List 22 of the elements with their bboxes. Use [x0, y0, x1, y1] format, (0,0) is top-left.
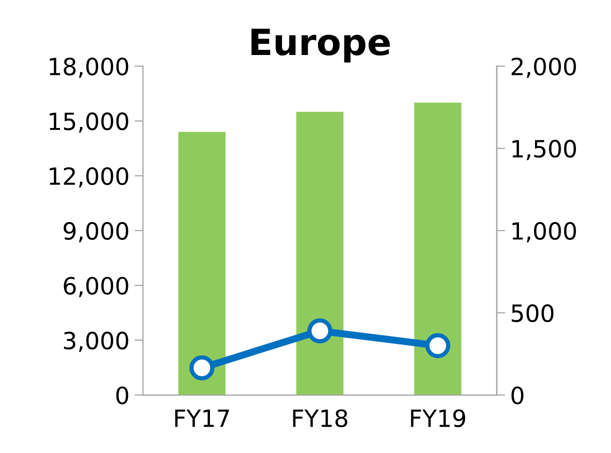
y-tick-label: 0	[116, 386, 128, 404]
y-tick-label: 3,000	[64, 332, 128, 352]
bar	[296, 112, 344, 396]
point	[425, 333, 450, 358]
y2-tick-label: 2,000	[512, 58, 576, 78]
bar	[414, 102, 462, 396]
y-tick-label: 12,000	[50, 167, 128, 188]
y2-tick-label: 1,500	[512, 140, 576, 160]
y-tick-label: 9,000	[64, 222, 128, 242]
x-tick-label: FY18	[293, 409, 348, 428]
chart-title: Europe	[252, 28, 390, 63]
y-tick-label: 15,000	[50, 112, 128, 133]
y-tick-label: 18,000	[50, 58, 128, 78]
x-tick-label: FY19	[411, 409, 466, 428]
bar	[178, 132, 226, 396]
point	[189, 355, 214, 380]
y-tick-label: 6,000	[64, 276, 128, 298]
y2-tick-label: 500	[512, 304, 554, 322]
y2-tick-label: 0	[511, 386, 524, 404]
y2-tick-label: 1,000	[512, 222, 576, 242]
x-tick-label: FY17	[175, 410, 229, 427]
point	[307, 318, 332, 344]
